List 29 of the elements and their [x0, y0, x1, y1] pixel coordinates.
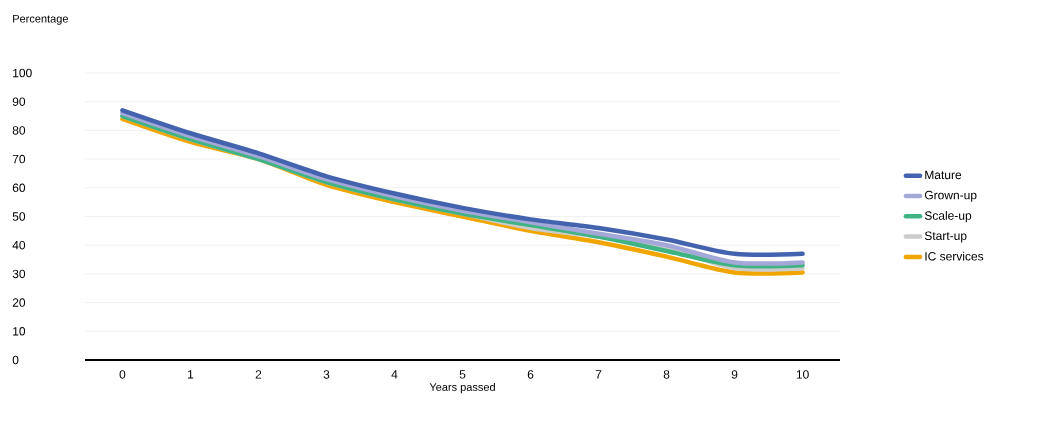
x-tick-label: 8: [663, 370, 670, 379]
x-tick-label: 4: [391, 370, 398, 379]
y-tick-label: 60: [12, 183, 26, 193]
legend-label: Mature: [925, 170, 962, 180]
y-tick-label: 0: [12, 355, 19, 365]
y-tick-label: 100: [13, 68, 32, 78]
x-tick-label: 7: [595, 370, 602, 379]
y-tick-label: 40: [12, 240, 26, 250]
y-tick-label: 30: [12, 269, 26, 279]
x-tick-label: 5: [459, 370, 466, 379]
y-tick-label: 20: [12, 298, 26, 307]
y-tick-label: 80: [12, 126, 26, 135]
x-tick-label: 3: [323, 370, 330, 379]
x-tick-label: 10: [796, 370, 809, 379]
x-axis-title: Years passed: [429, 382, 495, 394]
x-tick-label: 9: [731, 370, 738, 379]
legend-label: Start-up: [924, 231, 967, 243]
y-tick-label: 50: [12, 212, 26, 221]
y-tick-label: 70: [12, 154, 26, 164]
legend-label: IC services: [925, 251, 984, 261]
legend-label: Grown-up: [924, 190, 977, 202]
y-tick-label: 90: [12, 97, 26, 106]
x-tick-label: 1: [188, 370, 194, 379]
y-tick-label: 10: [13, 327, 26, 336]
x-tick-label: 6: [527, 370, 534, 379]
legend-label: Scale-up: [924, 211, 972, 223]
x-tick-label: 2: [255, 370, 262, 379]
x-tick-label: 0: [119, 370, 126, 379]
y-axis-title: Percentage: [13, 14, 68, 25]
